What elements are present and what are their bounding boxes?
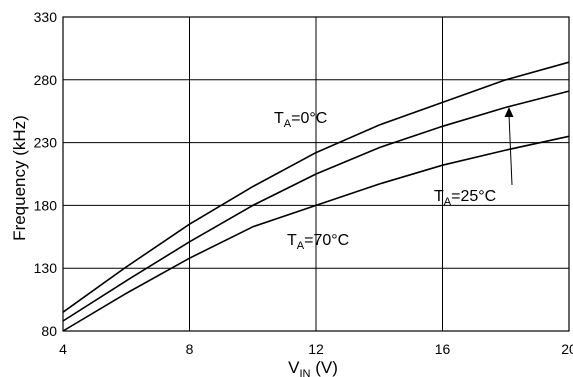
x-tick-label: 16 [435, 341, 451, 357]
y-axis-title: Frequency (kHz) [10, 115, 29, 241]
x-tick-label: 20 [561, 341, 573, 357]
series-line-0 [62, 61, 570, 313]
x-tick-label: 8 [186, 341, 194, 357]
label-ta-25c: TA=25°C [434, 188, 496, 208]
annotation-arrow-head [504, 107, 514, 117]
label-ta-0c: TA=0°C [274, 110, 327, 130]
y-tick-label: 330 [34, 9, 58, 25]
tick-labels: 4 8 12 16 20 80 130 180 230 280 330 [34, 9, 573, 357]
x-tick-label: 12 [308, 341, 324, 357]
series-lines [62, 61, 570, 332]
y-tick-label: 130 [34, 260, 58, 276]
label-ta-70c: TA=70°C [287, 232, 349, 252]
series-line-1 [62, 90, 570, 322]
y-tick-label: 180 [34, 197, 58, 213]
y-tick-label: 80 [41, 323, 57, 339]
y-tick-label: 280 [34, 72, 58, 88]
x-axis-title: VIN (V) [288, 358, 338, 377]
plot-frame [62, 16, 570, 332]
series-line-2 [62, 135, 570, 332]
plot-border [62, 16, 570, 332]
annotation-arrow-line [508, 114, 513, 186]
y-tick-label: 230 [34, 135, 58, 151]
x-tick-label: 4 [59, 341, 67, 357]
